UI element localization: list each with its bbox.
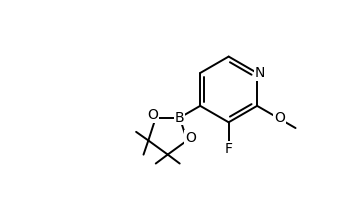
Text: O: O xyxy=(185,131,196,145)
Text: N: N xyxy=(255,66,265,80)
Text: O: O xyxy=(274,111,285,125)
Text: O: O xyxy=(147,108,158,122)
Text: F: F xyxy=(225,142,233,156)
Text: B: B xyxy=(175,111,184,125)
